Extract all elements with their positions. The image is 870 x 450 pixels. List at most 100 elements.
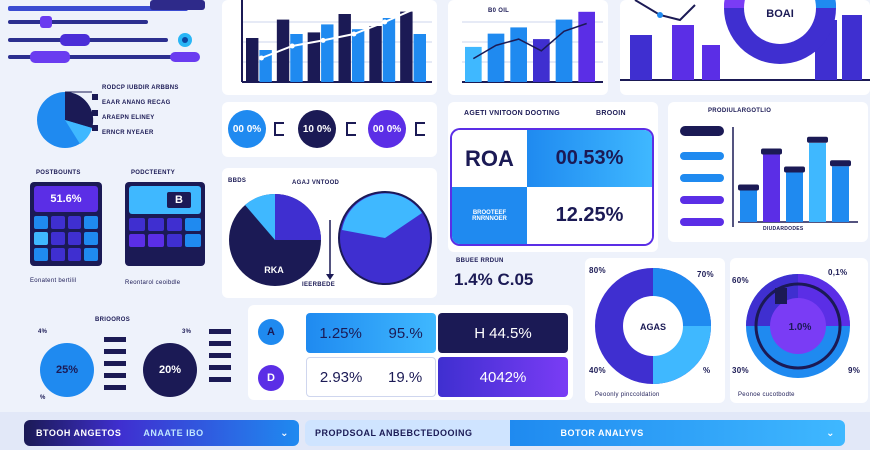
roa-sub-value: 12.25% (527, 187, 652, 244)
slider-handle[interactable] (738, 184, 759, 191)
bar (533, 39, 550, 82)
slider-handle[interactable] (40, 16, 52, 28)
roa-header-right: BROOIN (596, 110, 626, 117)
panel-footer: Peoonly pinccoldation (595, 392, 660, 398)
calc-key[interactable] (166, 234, 183, 247)
calc-key[interactable] (50, 248, 65, 261)
stat-box: 2.93% 19.% (306, 357, 436, 397)
stat-value: 19.% (387, 368, 423, 386)
donut-label: 60% (732, 276, 749, 285)
bar (413, 34, 426, 82)
panel-header: BBUEE RRDUN (456, 258, 504, 264)
analysis-dropdown-1[interactable]: BTOOH ANGETOS ANAATE IBO ⌄ (24, 420, 299, 446)
pie-label-left: BBDS (228, 178, 247, 184)
stat-box: 4042% (438, 357, 568, 397)
metric-label: 3% (182, 329, 192, 335)
slider-handle[interactable] (60, 34, 90, 46)
calc-key[interactable] (67, 248, 82, 261)
calc-key[interactable] (147, 218, 164, 231)
stat-circle: A (258, 319, 284, 345)
calc-key[interactable] (129, 218, 145, 231)
calc-key[interactable] (34, 248, 48, 261)
calc-key[interactable] (34, 232, 48, 245)
trend-line (261, 7, 416, 59)
dropdown-left-label: PROPDSOAL ANBEBCTEDOOING (315, 428, 473, 438)
panel-title: PODCTEENTY (131, 170, 176, 176)
bar (321, 24, 334, 82)
bar-chart-svg (241, 0, 432, 83)
calc-key[interactable] (185, 218, 201, 231)
donut-label: 40% (589, 366, 606, 375)
calc-panel-2: PODCTEENTY B Reontarol ceoibdle (125, 170, 210, 300)
toggle[interactable] (170, 52, 200, 62)
donut-center-label: AGAS (640, 322, 666, 332)
bar (842, 15, 862, 80)
calc-display: 51.6% (34, 186, 98, 212)
donut-label: BOAI (766, 8, 794, 20)
calc-key[interactable] (84, 216, 98, 229)
bottom-left-metrics: 4% BRIOOROS 3% 25% 20% % (0, 305, 240, 410)
calc-key[interactable] (185, 234, 201, 247)
bottom-bar: BTOOH ANGETOS ANAATE IBO ⌄ PROPDSOAL ANB… (0, 412, 870, 450)
calc-key[interactable] (50, 216, 65, 229)
calc-key[interactable] (67, 216, 82, 229)
bar (276, 19, 290, 83)
stat-value: 1.25% (319, 324, 362, 342)
donut-panel: 80% 40% 70% % AGAS Peoonly pinccoldation (585, 258, 725, 403)
metric-label: 4% (38, 329, 48, 335)
top-right-svg: BOAI (620, 0, 870, 81)
bar (630, 35, 652, 80)
far-right-panel: 60% 30% 0,1% 9% 1.0% Peonoe cucotbodte (730, 258, 868, 403)
dropdown-left-label: BTOOH ANGETOS (36, 428, 122, 438)
stat-value: 44.5% (489, 324, 532, 342)
bar (578, 11, 595, 82)
stat-prefix: H (474, 324, 486, 342)
analysis-dropdown-2[interactable]: PROPDSOAL ANBEBCTEDOOING BOTOR ANALYVS ⌄ (305, 420, 845, 446)
middle-right-panel: BBUEE RRDUN 1.4% C.05 (448, 258, 573, 303)
calc-key[interactable] (166, 218, 183, 231)
donut-svg: AGAS (595, 268, 711, 384)
donut-center-label: 1.0% (789, 322, 812, 333)
calc-key[interactable] (84, 232, 98, 245)
donut-label: 0,1% (828, 268, 848, 277)
bar (369, 26, 382, 82)
panel-title: RODCP IUBDIR ARBBNS (102, 85, 179, 91)
trend-point (320, 37, 326, 43)
bar (763, 154, 780, 222)
slider-handle[interactable] (784, 166, 805, 173)
roa-header: AGETI VNITOON DOOTING (464, 110, 561, 117)
slider-handle[interactable] (761, 148, 782, 155)
roa-panel: AGETI VNITOON DOOTING BROOIN ROA 00.53% … (448, 102, 658, 252)
far-right-donut-svg: 1.0% (746, 274, 850, 378)
metric-circle: 10 0% (298, 110, 336, 148)
chart-annotation: B0 OIL (488, 8, 510, 14)
stat-value: 2.93% (319, 368, 363, 386)
panel-title: PRODIULARGOTLIO (708, 108, 772, 114)
dropdown-right-label: BOTOR ANALYVS (560, 428, 644, 438)
bar-chart-svg (462, 11, 603, 83)
slider-handle[interactable] (830, 160, 851, 167)
slider-handle[interactable] (807, 136, 828, 143)
pie-svg: RKA (229, 191, 432, 286)
bar (382, 18, 396, 82)
donut-label: 9% (848, 366, 861, 375)
calc-key[interactable] (67, 232, 82, 245)
left-pie-panel: RODCP IUBDIR ARBBNS EAAR ANANG RECAG ARA… (0, 80, 210, 165)
calc-key[interactable] (129, 234, 145, 247)
bar (465, 46, 482, 82)
calc-key[interactable] (147, 234, 164, 247)
pie-section-title: AGAJ VNTOOD (292, 180, 340, 186)
stat-value: 95.% (388, 324, 423, 342)
calc-key[interactable] (50, 232, 65, 245)
stat-box: 1.25% 95.% (306, 313, 436, 353)
stat-circle: D (258, 365, 284, 391)
slider-panel (0, 0, 210, 70)
calc-key[interactable] (84, 248, 98, 261)
slider-handle[interactable] (30, 51, 70, 63)
right-slider-panel: PRODIULARGOTLIO DIUDARDODES (668, 102, 868, 242)
metric-circle: 00 0% (368, 110, 406, 148)
bar (832, 166, 849, 222)
slider-graphic (8, 0, 205, 63)
donut-label: 70% (697, 270, 714, 279)
calc-key[interactable] (34, 216, 48, 229)
